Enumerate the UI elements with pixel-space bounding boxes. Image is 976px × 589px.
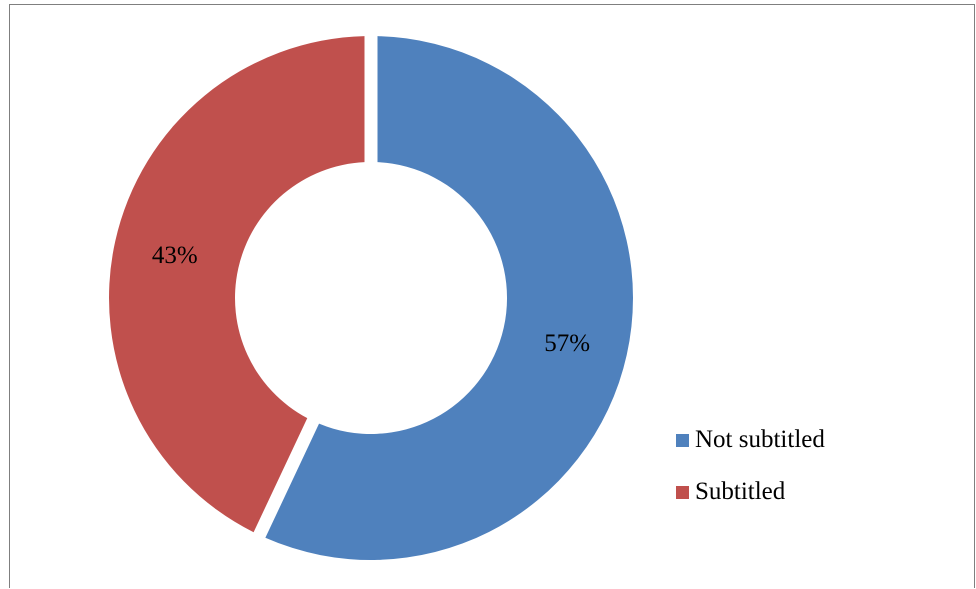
legend: Not subtitled Subtitled [676, 418, 825, 522]
legend-swatch-subtitled [676, 485, 689, 499]
legend-label-not-subtitled: Not subtitled [695, 426, 825, 453]
data-label-not-subtitled: 57% [544, 330, 590, 357]
legend-swatch-not-subtitled [676, 433, 689, 447]
data-label-subtitled: 43% [152, 242, 198, 269]
legend-label-subtitled: Subtitled [695, 478, 786, 505]
legend-item-subtitled: Subtitled [676, 470, 825, 514]
doughnut-segment-not-subtitled [265, 36, 633, 560]
legend-item-not-subtitled: Not subtitled [676, 418, 825, 462]
doughnut-segment-subtitled [109, 36, 365, 533]
